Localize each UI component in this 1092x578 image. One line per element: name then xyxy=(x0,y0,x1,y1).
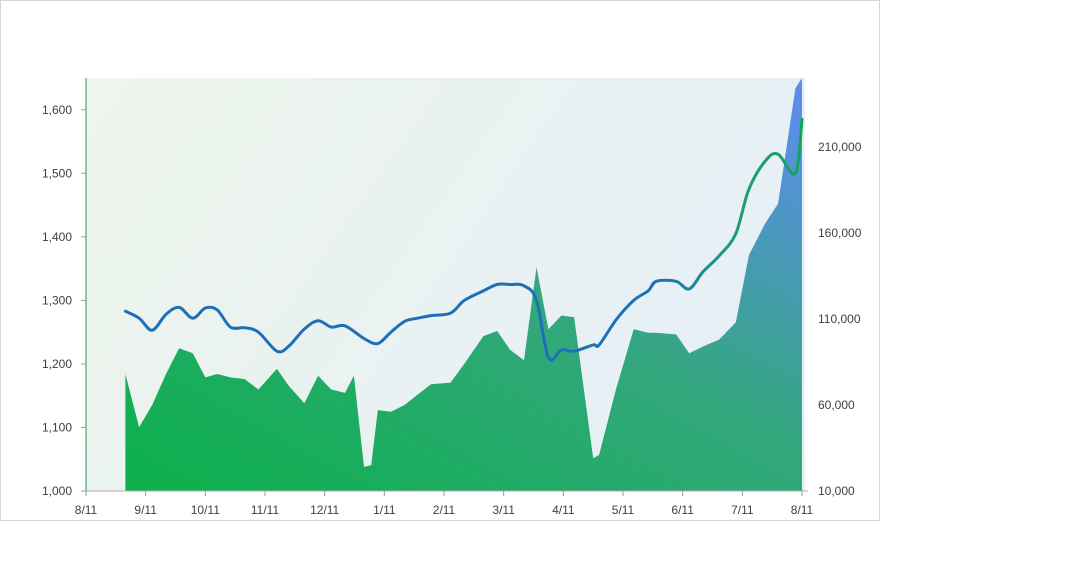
right-y-tick-label: 160,000 xyxy=(818,226,862,240)
left-y-tick-label: 1,500 xyxy=(42,166,72,180)
x-tick-label: 4/11 xyxy=(552,503,575,517)
left-y-tick-label: 1,400 xyxy=(42,230,72,244)
right-y-tick-label: 210,000 xyxy=(818,140,862,154)
price-line-series xyxy=(123,117,804,362)
right-y-tick-label: 60,000 xyxy=(818,398,855,412)
x-tick-label: 3/11 xyxy=(492,503,515,517)
right-y-tick-label: 10,000 xyxy=(818,484,855,498)
volume-area-series xyxy=(125,78,802,491)
x-tick-label: 7/11 xyxy=(731,503,754,517)
left-y-tick-label: 1,100 xyxy=(42,420,72,434)
left-y-tick-label: 1,200 xyxy=(42,357,72,371)
left-y-tick-label: 1,000 xyxy=(42,484,72,498)
x-tick-label: 12/11 xyxy=(310,503,339,517)
x-tick-label: 8/11 xyxy=(791,503,814,517)
x-tick-label: 1/11 xyxy=(373,503,396,517)
left-y-tick-label: 1,300 xyxy=(42,293,72,307)
right-y-tick-label: 110,000 xyxy=(818,312,861,326)
left-y-tick-label: 1,600 xyxy=(42,103,72,117)
x-tick-label: 11/11 xyxy=(251,503,280,517)
x-tick-label: 5/11 xyxy=(612,503,635,517)
x-tick-label: 2/11 xyxy=(433,503,456,517)
x-tick-label: 10/11 xyxy=(191,503,220,517)
x-tick-label: 8/11 xyxy=(75,503,98,517)
x-tick-label: 9/11 xyxy=(134,503,157,517)
x-tick-label: 6/11 xyxy=(671,503,694,517)
